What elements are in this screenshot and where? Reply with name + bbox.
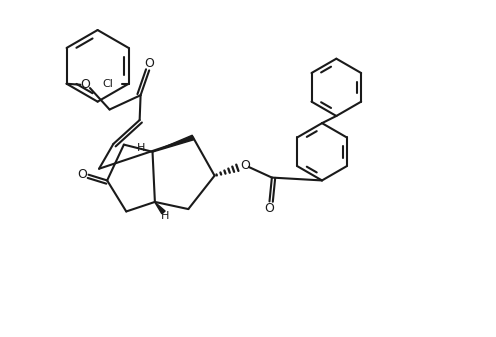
Text: O: O [77, 168, 87, 181]
Polygon shape [155, 202, 165, 214]
Text: H: H [136, 143, 145, 153]
Text: O: O [240, 159, 250, 172]
Text: Cl: Cl [103, 79, 113, 89]
Text: O: O [264, 202, 274, 215]
Text: H: H [161, 211, 170, 221]
Polygon shape [153, 135, 194, 152]
Text: O: O [80, 78, 90, 91]
Text: O: O [145, 57, 155, 70]
